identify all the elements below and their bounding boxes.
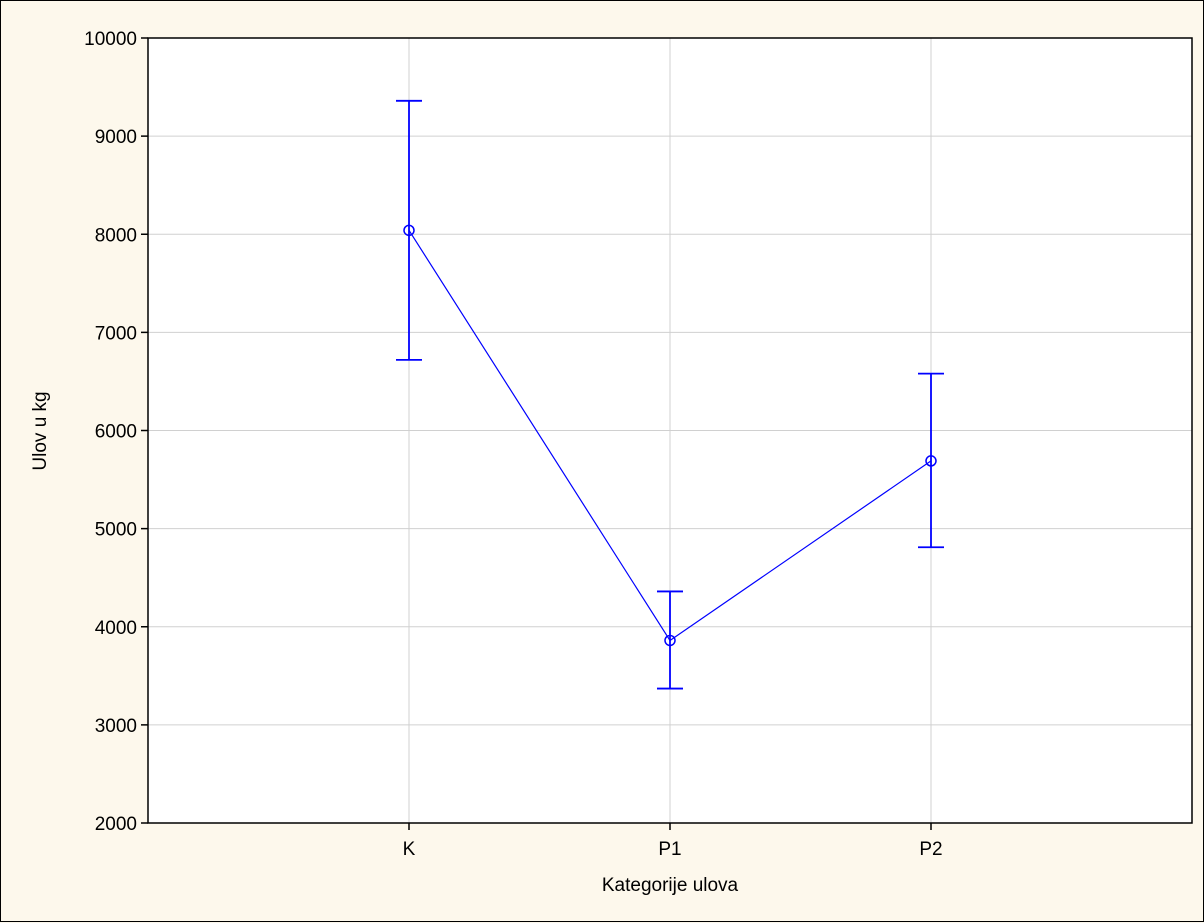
data-point	[403, 224, 415, 237]
y-tick-label: 2000	[95, 814, 137, 835]
series-layer	[396, 99, 944, 690]
y-axis-title: Ulov u kg	[30, 391, 51, 470]
data-point	[925, 455, 937, 467]
y-tick-label: 6000	[95, 422, 137, 443]
y-tick-label: 8000	[95, 225, 137, 246]
x-tick-label: P1	[658, 839, 681, 860]
data-point	[664, 634, 676, 647]
y-tick-label: 5000	[95, 520, 137, 541]
y-tick-label: 10000	[84, 29, 137, 50]
x-tick-label: P2	[919, 839, 942, 860]
y-tick-label: 9000	[95, 127, 137, 148]
y-axis: 2000 3000 4000 5000 6000 7000 8000 9000 10000	[84, 29, 148, 835]
x-axis: K P1 P2	[403, 823, 943, 860]
x-axis-title: Kategorije ulova	[602, 875, 739, 896]
y-tick-label: 3000	[95, 716, 137, 737]
y-tick-label: 4000	[95, 618, 137, 639]
y-tick-label: 7000	[95, 323, 137, 344]
x-tick-label: K	[403, 839, 416, 860]
